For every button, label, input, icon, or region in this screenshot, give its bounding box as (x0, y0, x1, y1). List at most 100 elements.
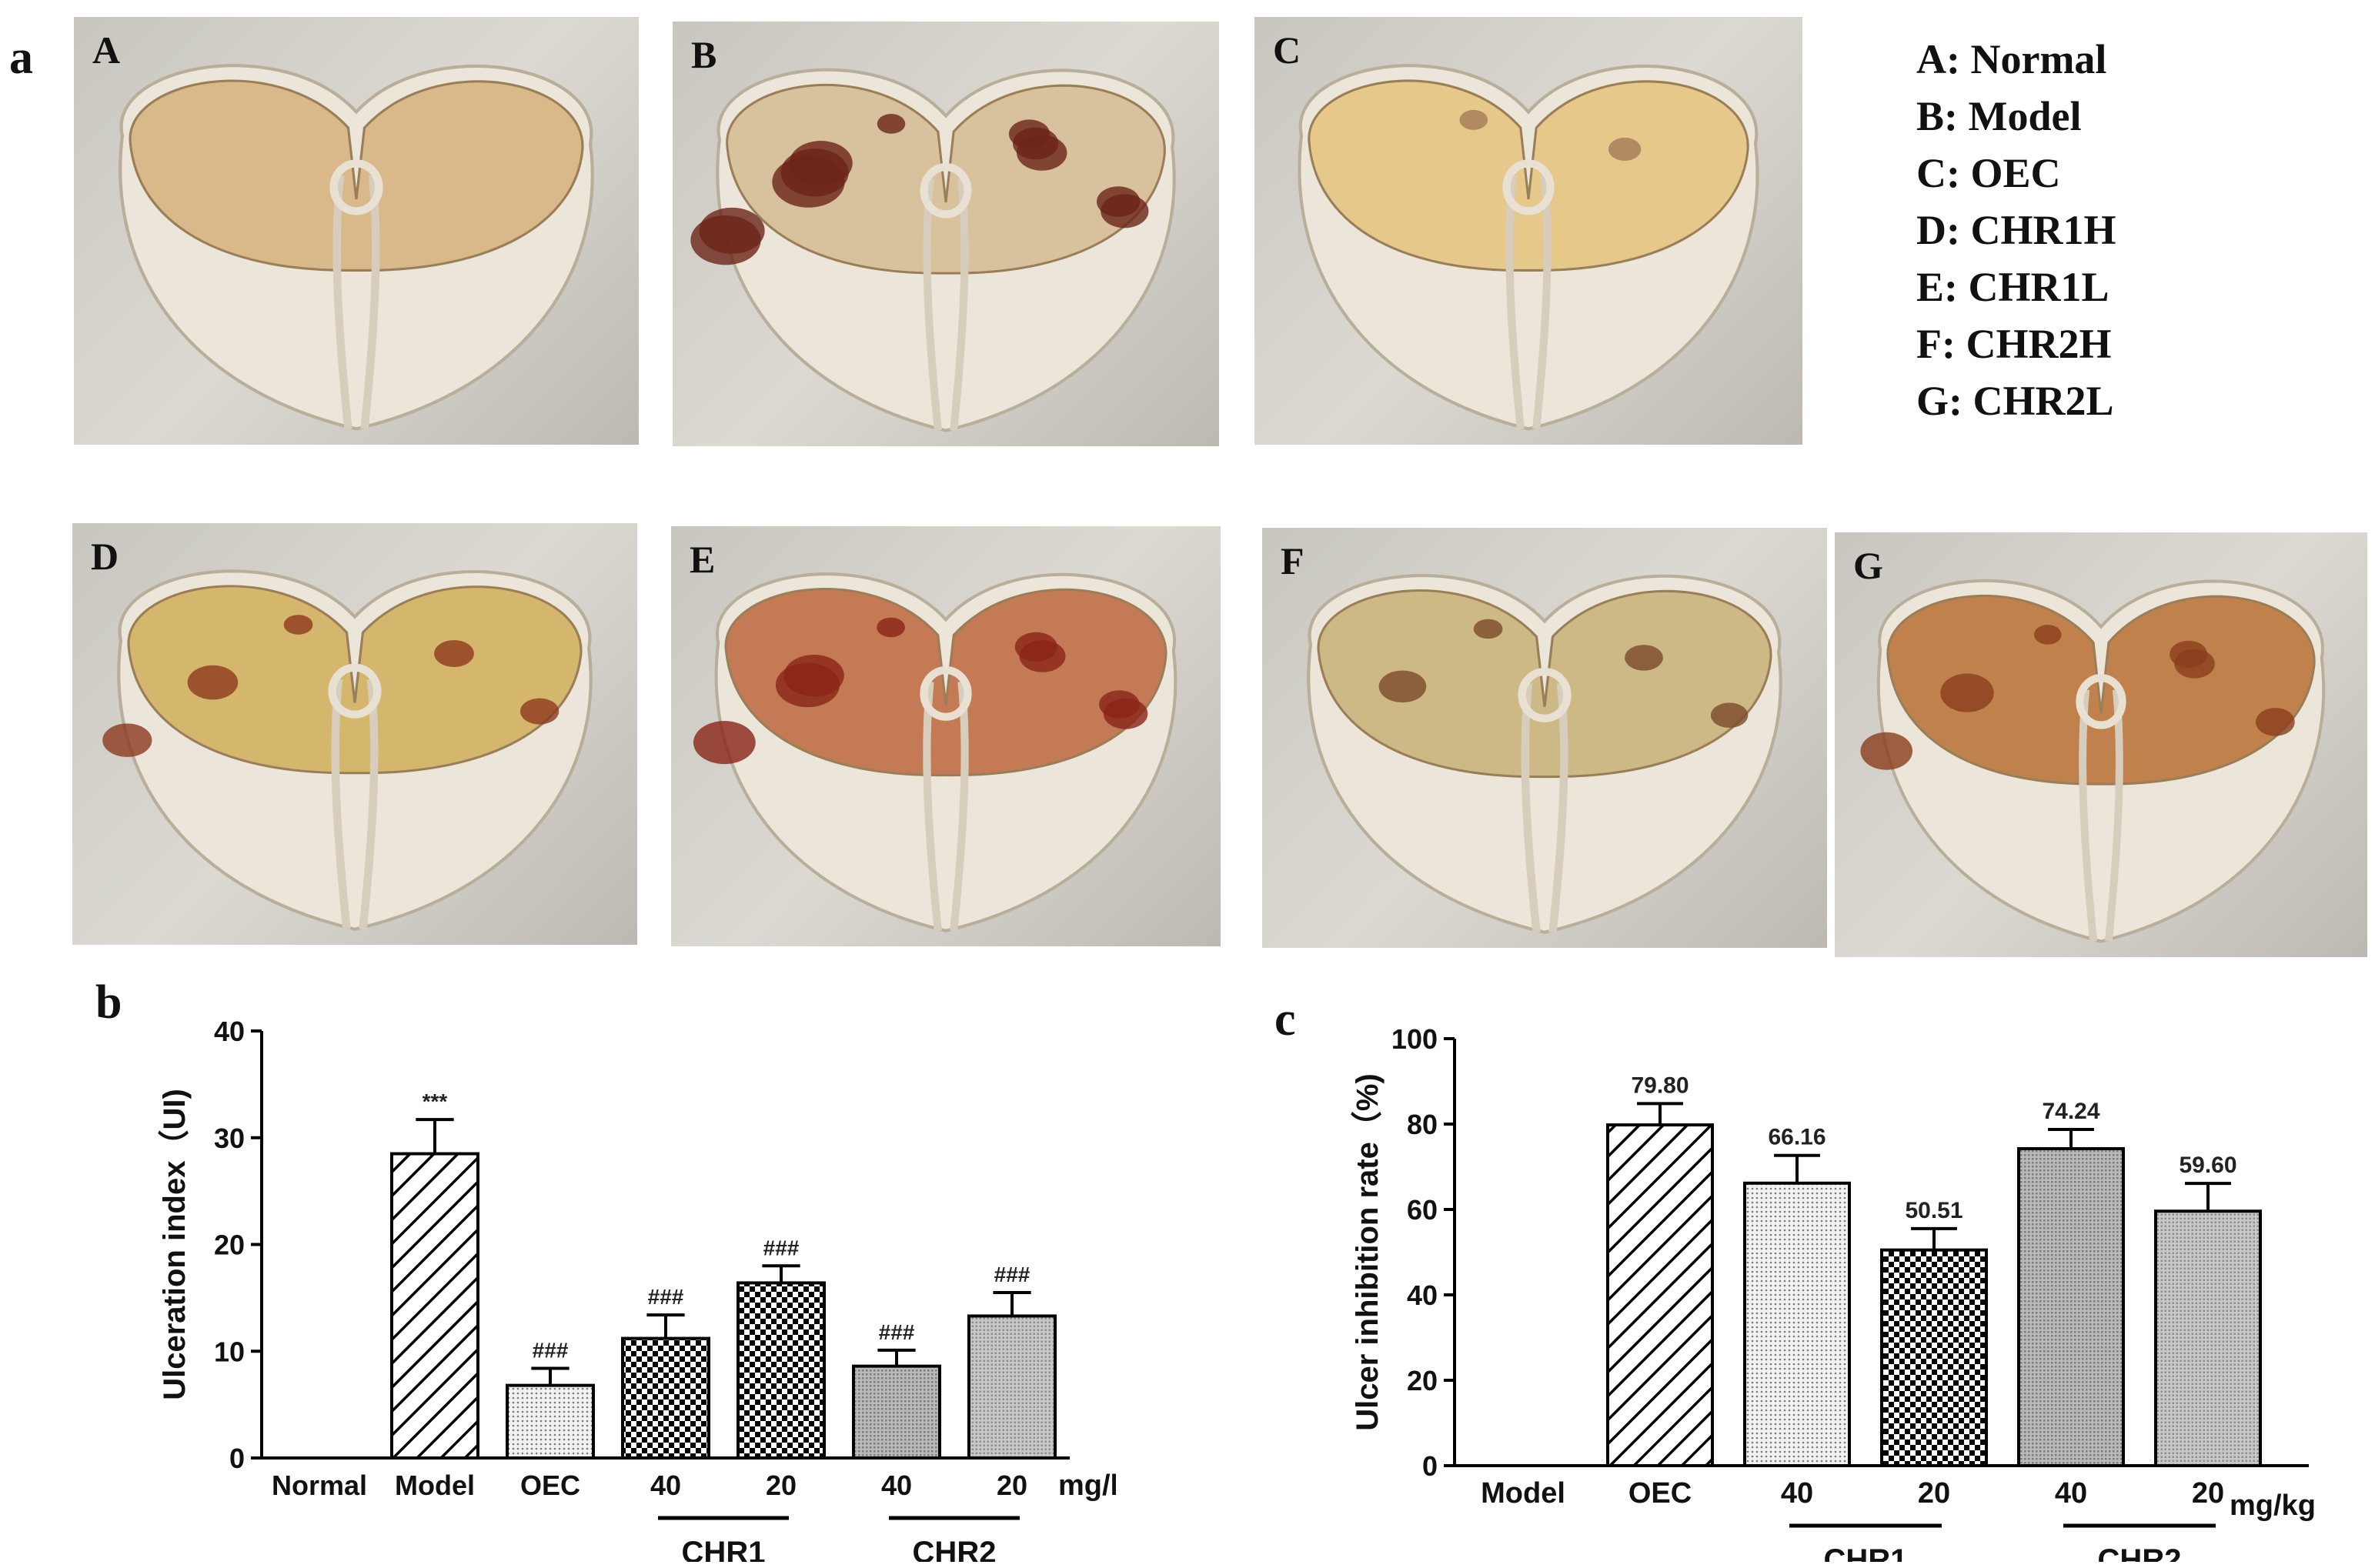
stomach-fold (1521, 682, 1568, 933)
lesion-mark (1459, 109, 1488, 130)
bar (2154, 1209, 2262, 1467)
bar (1606, 1123, 1714, 1468)
lesion-mark (1625, 645, 1663, 671)
unit-label: mg/kg (1058, 1470, 1116, 1502)
group-label: CHR1 (1824, 1543, 1908, 1562)
pylorus (328, 663, 382, 719)
x-tick-label: OEC (1628, 1477, 1692, 1510)
y-tick-label: 10 (214, 1336, 245, 1367)
pylorus (1502, 159, 1555, 215)
lesion-mark (1710, 702, 1749, 729)
photo-c: C (1254, 17, 1802, 445)
glandular-region (127, 585, 583, 775)
x-tick-label: 20 (2192, 1477, 2224, 1510)
bar-annotation: ### (994, 1263, 1031, 1286)
unit-label: mg/kg (2230, 1490, 2316, 1522)
photo-g: G (1835, 532, 2367, 957)
photo-f: F (1262, 528, 1827, 948)
panel-a-label: a (9, 32, 33, 84)
ulceration-index-chart: 0 10 20 30 40 Ulceration index（UI) Normal *** Mo… (158, 1016, 1116, 1562)
stomach-fold (331, 679, 379, 930)
lesion-mark (1608, 137, 1642, 161)
bar-annotation: 79.80 (1631, 1073, 1689, 1098)
stomach-illustration (1860, 579, 2326, 943)
bar-annotation: 59.60 (2179, 1153, 2236, 1178)
lesion-mark (1940, 673, 1994, 712)
bar-annotation: ### (533, 1338, 569, 1362)
bar-annotation: ### (879, 1320, 915, 1344)
bar-annotation: 74.24 (2042, 1099, 2099, 1124)
y-tick-label: 80 (1407, 1109, 1438, 1140)
x-tick-label: 40 (881, 1470, 912, 1501)
bar (737, 1281, 826, 1460)
group-label: CHR2 (2098, 1543, 2182, 1562)
legend-item: G: CHR2L (1916, 378, 2114, 424)
lesion-mark (1473, 619, 1503, 639)
legend-item: E: CHR1L (1916, 264, 2109, 310)
lesion-mark (1378, 670, 1427, 703)
photo-b: B (673, 22, 1219, 446)
y-tick-label: 20 (1407, 1365, 1438, 1396)
photo-a: A (74, 17, 639, 445)
bar-annotation: ### (648, 1285, 684, 1309)
lesion-mark (1014, 632, 1057, 662)
photo-label: F (1281, 539, 1304, 582)
stomach-fold (332, 175, 380, 429)
stomach-illustration (1307, 574, 1782, 934)
stomach-fold (923, 178, 969, 432)
pylorus (2076, 674, 2126, 729)
lesion-mark (2034, 625, 2062, 645)
lesion-mark (520, 698, 560, 725)
panel-b-label: b (95, 976, 122, 1029)
y-tick-label: 40 (214, 1016, 245, 1047)
lesion-mark (2256, 708, 2295, 736)
stomach-fold (923, 681, 969, 932)
lesion-mark (877, 617, 905, 638)
bar-annotation: 50.51 (1905, 1198, 1962, 1223)
group-label: CHR2 (913, 1536, 997, 1562)
bar (852, 1364, 941, 1460)
lesion-mark (1097, 186, 1141, 217)
photo-e: E (671, 526, 1221, 946)
y-tick-label: 0 (229, 1443, 245, 1474)
bar (1880, 1248, 1988, 1467)
pylorus (1518, 668, 1572, 722)
lesion-mark (434, 639, 474, 667)
lesion-mark (699, 207, 765, 254)
bar (2017, 1146, 2125, 1468)
pylorus (329, 159, 383, 215)
lesion-mark (1008, 119, 1051, 148)
bar-annotation: ### (763, 1236, 800, 1259)
bar (1743, 1181, 1851, 1467)
y-tick-label: 20 (214, 1229, 245, 1261)
photo-d: D (72, 523, 637, 945)
x-tick-label: 40 (650, 1470, 681, 1501)
lesion-mark (693, 721, 756, 765)
y-tick-label: 0 (1422, 1450, 1438, 1482)
bar (967, 1314, 1057, 1460)
bar-annotation: 66.16 (1768, 1125, 1826, 1150)
x-tick-label: 40 (2055, 1477, 2087, 1510)
x-tick-label: Normal (272, 1470, 367, 1501)
panel-c-label: c (1274, 993, 1296, 1046)
bar (621, 1336, 710, 1460)
lesion-mark (783, 654, 844, 697)
bar (506, 1383, 595, 1460)
photo-label: E (690, 538, 716, 581)
legend-item: C: OEC (1916, 150, 2061, 196)
lesion-mark (187, 665, 239, 700)
stomach-illustration (693, 572, 1177, 932)
y-axis-label: Ulceration index（UI) (158, 1089, 192, 1400)
glandular-region (1308, 79, 1749, 272)
legend-item: A: Normal (1916, 36, 2107, 82)
stomach-illustration (1298, 64, 1759, 431)
x-tick-label: Model (1481, 1477, 1565, 1510)
stomach-illustration (690, 68, 1176, 432)
lesion-mark (102, 723, 152, 757)
bar (390, 1152, 479, 1460)
glandular-region (1886, 594, 2316, 786)
y-axis-label: Ulcer inhibition rate（%) (1351, 1073, 1385, 1431)
glandular-region (724, 588, 1167, 777)
stomach-illustration (119, 64, 594, 431)
